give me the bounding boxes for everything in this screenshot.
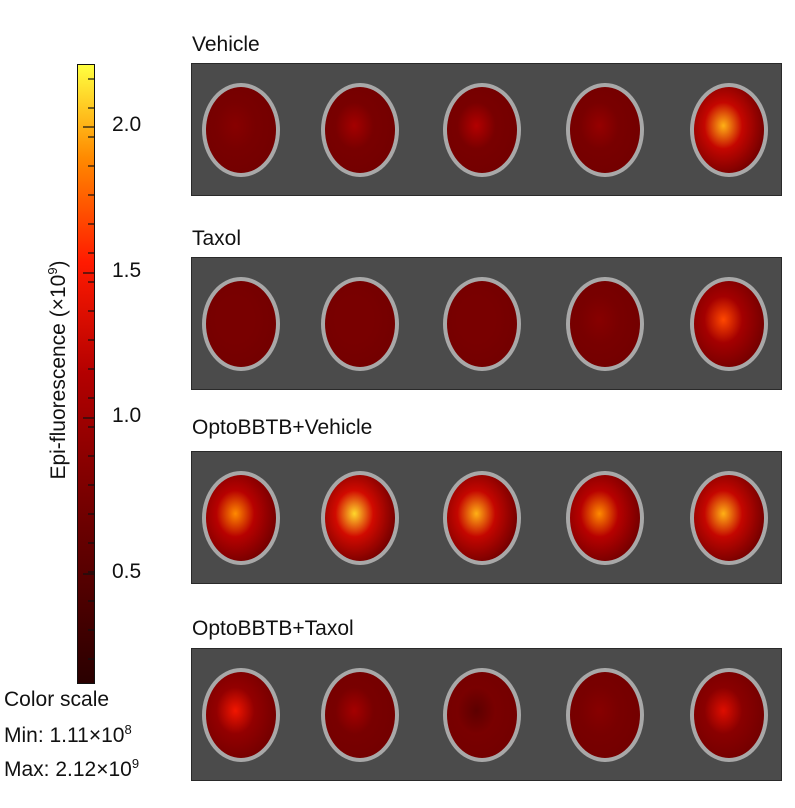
organ-fluorescence	[447, 281, 517, 367]
colorbar-tick-label: 0.5	[112, 560, 142, 583]
organ-fluorescence	[694, 281, 764, 367]
organ-fluorescence	[694, 475, 764, 561]
organ-fluorescence	[325, 87, 395, 173]
organ-fluorescence	[206, 475, 276, 561]
organ-fluorescence	[694, 672, 764, 758]
panel-optobbtb-taxol	[191, 648, 782, 781]
colorbar-gradient	[78, 65, 94, 683]
color-scale-min: Min: 1.11×108	[4, 722, 132, 747]
organ-fluorescence	[570, 672, 640, 758]
organ-fluorescence	[447, 672, 517, 758]
organ-fluorescence	[206, 672, 276, 758]
organ-fluorescence	[570, 87, 640, 173]
panel-vehicle	[191, 63, 782, 196]
colorbar-tick-label: 2.0	[112, 113, 142, 136]
colorbar-tick-label: 1.0	[112, 404, 142, 427]
group-label-optobbtb-taxol: OptoBBTB+Taxol	[192, 617, 354, 640]
organ-fluorescence	[206, 87, 276, 173]
group-label-vehicle: Vehicle	[192, 33, 260, 56]
panel-taxol	[191, 257, 782, 390]
organ-fluorescence	[570, 281, 640, 367]
organ-fluorescence	[206, 281, 276, 367]
color-scale-title: Color scale	[4, 688, 110, 711]
organ-fluorescence	[325, 281, 395, 367]
organ-fluorescence	[570, 475, 640, 561]
organ-fluorescence	[694, 87, 764, 173]
panel-optobbtb-vehicle	[191, 451, 782, 584]
group-label-taxol: Taxol	[192, 227, 242, 250]
color-scale-max: Max: 2.12×109	[4, 756, 140, 781]
colorbar	[77, 64, 95, 684]
organ-fluorescence	[325, 475, 395, 561]
organ-fluorescence	[325, 672, 395, 758]
group-label-optobbtb-vehicle: OptoBBTB+Vehicle	[192, 416, 373, 439]
colorbar-tick-label: 1.5	[112, 259, 142, 282]
organ-fluorescence	[447, 475, 517, 561]
colorbar-axis-label: Epi-fluorescence (×109)	[45, 260, 70, 480]
organ-fluorescence	[447, 87, 517, 173]
